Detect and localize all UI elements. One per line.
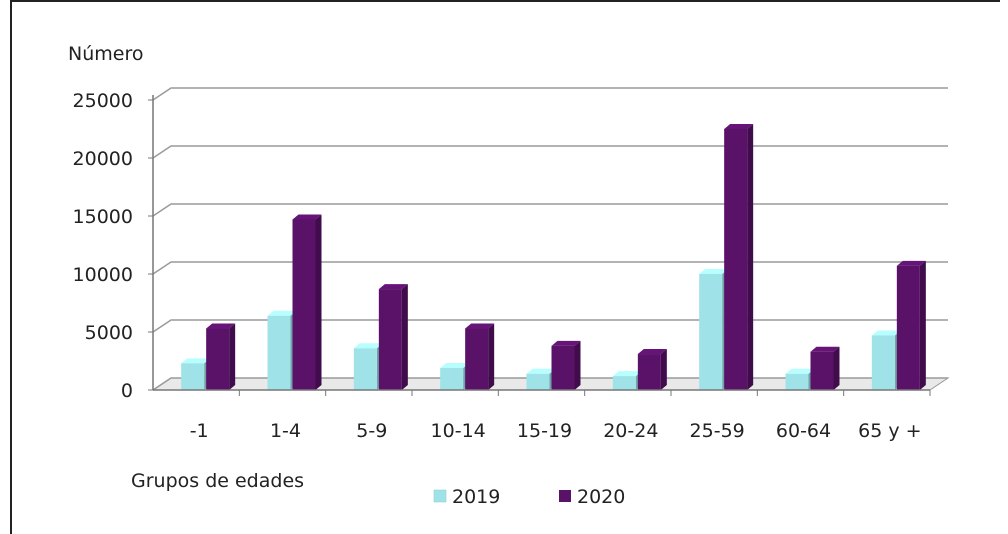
bar-top — [526, 368, 556, 374]
bar-2020 — [292, 214, 322, 390]
bar-top — [181, 358, 211, 364]
bar-top — [810, 346, 840, 352]
bar-top — [465, 323, 495, 329]
bar-top — [378, 284, 408, 290]
bar-2020 — [810, 346, 840, 390]
bar-side — [747, 124, 754, 390]
legend-swatch-2019 — [433, 489, 447, 503]
bar-front — [526, 373, 550, 390]
legend-swatch-2020 — [559, 490, 571, 502]
x-tick-label: 25-59 — [690, 420, 745, 442]
bar-2020 — [206, 323, 236, 390]
x-tick-label: 65 y + — [858, 420, 921, 442]
bar-top — [699, 269, 729, 274]
bar-side — [229, 323, 236, 390]
frame-left-border — [10, 0, 12, 534]
bar-2019 — [181, 358, 211, 390]
x-tick-label: 5-9 — [356, 420, 387, 442]
bar-front — [292, 219, 316, 390]
bar-2020 — [551, 340, 581, 390]
bar-front — [871, 335, 895, 390]
y-tick-label: 5000 — [85, 322, 133, 344]
bar-top — [292, 214, 322, 220]
bar-top — [440, 362, 470, 368]
bar-side — [919, 260, 926, 390]
bar-2020 — [724, 124, 754, 390]
legend-label-2020: 2020 — [577, 486, 625, 508]
bar-front — [612, 376, 636, 390]
bar-front — [896, 265, 920, 390]
bar-2019 — [353, 343, 383, 390]
bar-top — [896, 260, 926, 266]
legend-label-2019: 2019 — [452, 486, 500, 508]
bars — [181, 124, 926, 390]
y-tick-label: 15000 — [73, 206, 133, 228]
gridline — [152, 203, 948, 217]
bar-front — [810, 351, 834, 390]
bar-front — [637, 354, 661, 390]
bar-top — [637, 349, 667, 355]
bar-top — [612, 371, 642, 377]
bar-front — [785, 373, 809, 390]
bar-2019 — [267, 310, 297, 390]
bar-front — [206, 328, 230, 390]
gridline — [152, 87, 948, 101]
bar-top — [871, 330, 901, 336]
bar-2019 — [612, 371, 642, 390]
bar-side — [574, 340, 581, 390]
bar-2019 — [526, 368, 556, 390]
bar-side — [833, 346, 840, 390]
bar-side — [401, 284, 408, 390]
axes: 0 5000 10000 15000 20000 25000 -1 1-4 5-9 10-14 15… — [73, 90, 931, 442]
bar-side — [488, 323, 495, 390]
y-axis-title: Número — [68, 43, 143, 65]
legend: 2019 2020 — [433, 486, 625, 508]
bar-front — [440, 367, 464, 390]
gridline — [152, 377, 948, 391]
bar-top — [785, 368, 815, 374]
bar-side — [315, 214, 322, 390]
gridline — [152, 145, 948, 159]
bar-2019 — [785, 368, 815, 390]
bar-top — [724, 124, 754, 129]
bar-2019 — [440, 362, 470, 390]
bar-front — [699, 274, 723, 390]
y-tick-label: 0 — [121, 380, 133, 402]
frame-top-border — [10, 0, 1000, 2]
bar-top — [267, 310, 297, 316]
bar-2020 — [378, 284, 408, 390]
x-axis-title: Grupos de edades — [131, 470, 304, 492]
bar-front — [724, 129, 748, 390]
bar-2020 — [637, 349, 667, 390]
bar-front — [551, 345, 575, 390]
bar-2020 — [465, 323, 495, 390]
bar-front — [181, 363, 205, 390]
bar-2020 — [896, 260, 926, 390]
bar-front — [353, 348, 377, 390]
y-tick-label: 20000 — [73, 148, 133, 170]
x-tick-label: 1-4 — [270, 420, 301, 442]
bar-front — [465, 328, 489, 390]
bar-side — [660, 349, 667, 390]
bar-front — [267, 315, 291, 390]
x-tick-label: 15-19 — [517, 420, 572, 442]
x-tick-label: 60-64 — [776, 420, 831, 442]
bar-2019 — [699, 269, 729, 390]
y-tick-label: 10000 — [73, 264, 133, 286]
bar-top — [206, 323, 236, 329]
x-tick-label: -1 — [190, 420, 209, 442]
bar-2019 — [871, 330, 901, 390]
bar-top — [551, 340, 581, 346]
gridline — [152, 261, 948, 275]
gridline — [152, 319, 948, 333]
x-tick-label: 20-24 — [603, 420, 658, 442]
bar-top — [353, 343, 383, 349]
x-tick-label: 10-14 — [431, 420, 486, 442]
y-tick-label: 25000 — [73, 90, 133, 112]
bar-front — [378, 289, 402, 390]
